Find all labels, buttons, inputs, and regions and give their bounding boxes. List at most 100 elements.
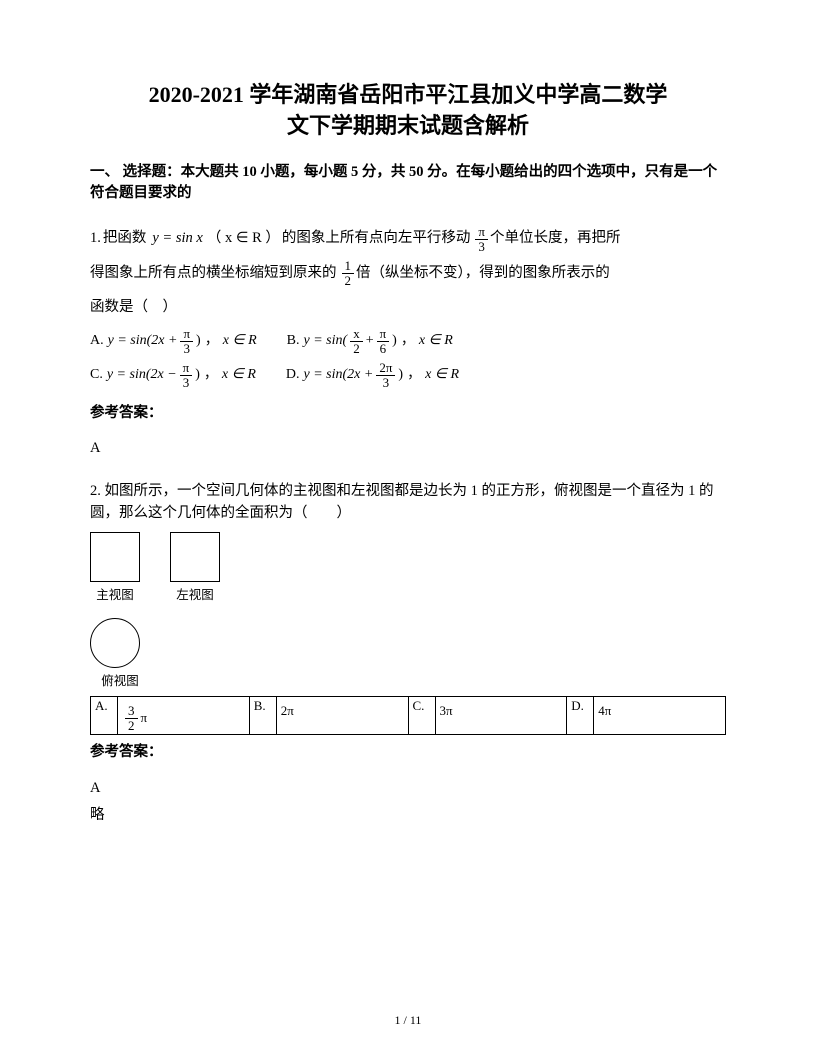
q2-views-row1: 主视图 左视图: [90, 532, 726, 608]
left-view: 左视图: [170, 532, 220, 608]
q1-line1: 1. 把函数 y = sin x （ x ∈ R ） 的图象上所有点向左平行移动…: [90, 225, 726, 253]
plus: +: [366, 328, 374, 355]
q2-answer-label: 参考答案：: [90, 739, 726, 767]
exam-page: 2020-2021 学年湖南省岳阳市平江县加义中学高二数学 文下学期期末试题含解…: [0, 0, 816, 1056]
opt-b-value: 2π: [276, 696, 408, 734]
fraction-denom: 3: [380, 376, 393, 390]
domain-text: x ∈ R: [222, 362, 256, 389]
expr-text: y = sin(2x +: [108, 328, 178, 355]
q2-options-table: A. 3 2 π B. 2π C. 3π D. 4π: [90, 696, 726, 735]
q1-option-b: B. y = sin( x 2 + π 6 ) ， x ∈ R: [287, 327, 453, 355]
option-expr: y = sin(2x − π 3 ): [107, 361, 200, 389]
section-heading: 一、 选择题：本大题共 10 小题，每小题 5 分，共 50 分。在每小题给出的…: [90, 162, 726, 206]
fraction-numer: x: [350, 327, 363, 342]
fraction-denom: 3: [180, 376, 193, 390]
q1-option-c: C. y = sin(2x − π 3 ) ， x ∈ R: [90, 361, 256, 389]
front-view-label: 主视图: [96, 584, 134, 608]
fraction-numer: π: [475, 225, 488, 240]
option-label: D.: [286, 362, 300, 389]
fraction-denom: 2: [125, 719, 138, 733]
option-expr: y = sin(2x + 2π 3 ): [304, 361, 404, 389]
top-view-circle-icon: [90, 618, 140, 668]
option-label: B.: [287, 328, 300, 355]
expr-text: y = sin(2x −: [107, 362, 177, 389]
fraction-denom: 2: [342, 274, 355, 288]
q2-line: 2. 如图所示，一个空间几何体的主视图和左视图都是边长为 1 的正方形，俯视图是…: [90, 481, 726, 525]
q1-options-row-1: A. y = sin(2x + π 3 ) ， x ∈ R B. y = sin…: [90, 327, 726, 355]
question-1: 1. 把函数 y = sin x （ x ∈ R ） 的图象上所有点向左平行移动…: [90, 225, 726, 463]
fraction-denom: 6: [377, 342, 390, 356]
front-view-square-icon: [90, 532, 140, 582]
pi: π: [141, 706, 148, 731]
sep: ，: [401, 328, 415, 355]
q2-text: 如图所示，一个空间几何体的主视图和左视图都是边长为 1 的正方形，俯视图是一个直…: [90, 483, 714, 521]
q1-domain: （ x ∈ R ）: [207, 225, 280, 253]
option-fraction-x: x 2: [350, 327, 363, 355]
q2-note: 略: [90, 802, 726, 830]
q2-answer: A: [90, 775, 726, 803]
top-view-label: 俯视图: [101, 670, 139, 694]
q1-answer: A: [90, 435, 726, 463]
expr-close: ): [392, 328, 397, 355]
option-label: C.: [90, 362, 103, 389]
opt-a-alpha: A.: [91, 696, 118, 734]
fraction-numer: 1: [342, 259, 355, 274]
q1-line2a: 得图象上所有点的横坐标缩短到原来的: [90, 260, 337, 288]
option-label: A.: [90, 328, 104, 355]
opt-a-expr: 3 2 π: [122, 704, 147, 732]
q1-number: 1.: [90, 225, 101, 253]
fraction-denom: 3: [180, 342, 193, 356]
domain-text: x ∈ R: [425, 362, 459, 389]
opt-c-value: 3π: [435, 696, 567, 734]
expr-close: ): [196, 328, 201, 355]
title-line-2: 文下学期期末试题含解析: [90, 111, 726, 142]
left-view-square-icon: [170, 532, 220, 582]
option-fraction: π 3: [180, 361, 193, 389]
expr-text: y = sin(: [304, 328, 348, 355]
expr-text: y = sin(2x +: [304, 362, 374, 389]
option-expr: y = sin( x 2 + π 6 ): [304, 327, 397, 355]
option-expr: y = sin(2x + π 3 ): [108, 327, 201, 355]
question-2: 2. 如图所示，一个空间几何体的主视图和左视图都是边长为 1 的正方形，俯视图是…: [90, 481, 726, 830]
q2-number: 2.: [90, 483, 101, 499]
q1-shift-fraction: π 3: [475, 225, 488, 253]
q1-options-row-2: C. y = sin(2x − π 3 ) ， x ∈ R D. y = sin…: [90, 361, 726, 389]
table-row: A. 3 2 π B. 2π C. 3π D. 4π: [91, 696, 726, 734]
fraction-numer: π: [377, 327, 390, 342]
sep: ，: [205, 328, 219, 355]
opt-d-value: 4π: [594, 696, 726, 734]
left-view-label: 左视图: [176, 584, 214, 608]
expr-close: ): [195, 362, 200, 389]
option-fraction: 2π 3: [376, 361, 395, 389]
domain-text: x ∈ R: [419, 328, 453, 355]
q1-scale-fraction: 1 2: [342, 259, 355, 287]
opt-d-alpha: D.: [567, 696, 594, 734]
fraction-denom: 2: [350, 342, 363, 356]
front-view: 主视图: [90, 532, 140, 608]
page-footer: 1 / 11: [0, 1013, 816, 1028]
q1-mid2: 个单位长度，再把所: [490, 225, 621, 253]
q1-line2: 得图象上所有点的横坐标缩短到原来的 1 2 倍（纵坐标不变），得到的图象所表示的: [90, 259, 726, 287]
top-view: 俯视图: [90, 610, 150, 694]
expr-close: ): [398, 362, 403, 389]
fraction-numer: π: [180, 327, 193, 342]
sep: ，: [407, 362, 421, 389]
fraction-denom: 3: [475, 240, 488, 254]
q1-line2b: 倍（纵坐标不变），得到的图象所表示的: [356, 260, 610, 288]
q1-mid1: 的图象上所有点向左平行移动: [282, 225, 471, 253]
q1-line3: 函数是（ ）: [90, 294, 726, 322]
fraction-numer: π: [180, 361, 193, 376]
opt-b-alpha: B.: [249, 696, 276, 734]
opt-a-value: 3 2 π: [118, 696, 250, 734]
q1-answer-label: 参考答案：: [90, 400, 726, 428]
q1-line3-text: 函数是（ ）: [90, 294, 177, 322]
q1-option-d: D. y = sin(2x + 2π 3 ) ， x ∈ R: [286, 361, 459, 389]
opt-c-alpha: C.: [408, 696, 435, 734]
q1-function: y = sin x: [152, 225, 202, 253]
opt-a-fraction: 3 2: [125, 704, 138, 732]
option-fraction: π 3: [180, 327, 193, 355]
q1-option-a: A. y = sin(2x + π 3 ) ， x ∈ R: [90, 327, 257, 355]
page-title: 2020-2021 学年湖南省岳阳市平江县加义中学高二数学 文下学期期末试题含解…: [90, 80, 726, 142]
title-line-1: 2020-2021 学年湖南省岳阳市平江县加义中学高二数学: [90, 80, 726, 111]
q1-prefix: 把函数: [103, 225, 147, 253]
